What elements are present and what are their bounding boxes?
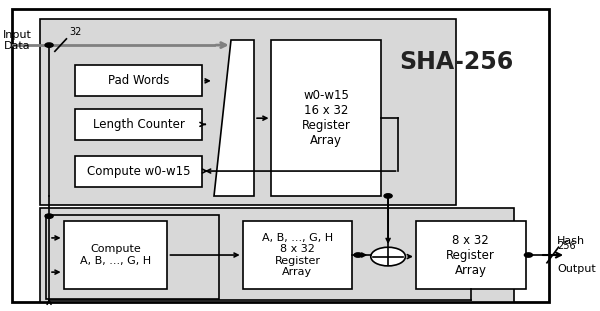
- Text: w0-w15
16 x 32
Register
Array: w0-w15 16 x 32 Register Array: [302, 89, 351, 147]
- Bar: [271, 40, 381, 196]
- Circle shape: [45, 43, 53, 47]
- Circle shape: [384, 194, 392, 198]
- Bar: [75, 65, 202, 96]
- Text: Length Counter: Length Counter: [92, 118, 185, 131]
- Circle shape: [45, 214, 53, 218]
- Bar: [46, 215, 220, 299]
- Circle shape: [354, 253, 362, 257]
- Bar: [75, 109, 202, 140]
- Text: A, B, ..., G, H
8 x 32
Register
Array: A, B, ..., G, H 8 x 32 Register Array: [262, 233, 333, 277]
- Text: SHA-256: SHA-256: [399, 50, 514, 74]
- Text: Output: Output: [557, 264, 596, 274]
- Bar: [416, 221, 526, 289]
- Text: Pad Words: Pad Words: [108, 74, 169, 87]
- Text: 8 x 32
Register
Array: 8 x 32 Register Array: [446, 234, 495, 276]
- Text: 32: 32: [70, 27, 82, 37]
- Circle shape: [371, 247, 406, 266]
- Bar: [64, 221, 167, 289]
- Bar: [40, 19, 456, 205]
- Bar: [40, 208, 514, 302]
- Text: 256: 256: [557, 241, 576, 251]
- Text: Hash: Hash: [557, 236, 586, 246]
- Bar: [75, 156, 202, 187]
- Text: Compute w0-w15: Compute w0-w15: [87, 165, 190, 178]
- Polygon shape: [214, 40, 254, 196]
- Bar: [242, 221, 352, 289]
- Text: Compute
A, B, ..., G, H: Compute A, B, ..., G, H: [80, 244, 151, 266]
- Text: Input
Data: Input Data: [3, 30, 32, 51]
- Circle shape: [524, 253, 532, 257]
